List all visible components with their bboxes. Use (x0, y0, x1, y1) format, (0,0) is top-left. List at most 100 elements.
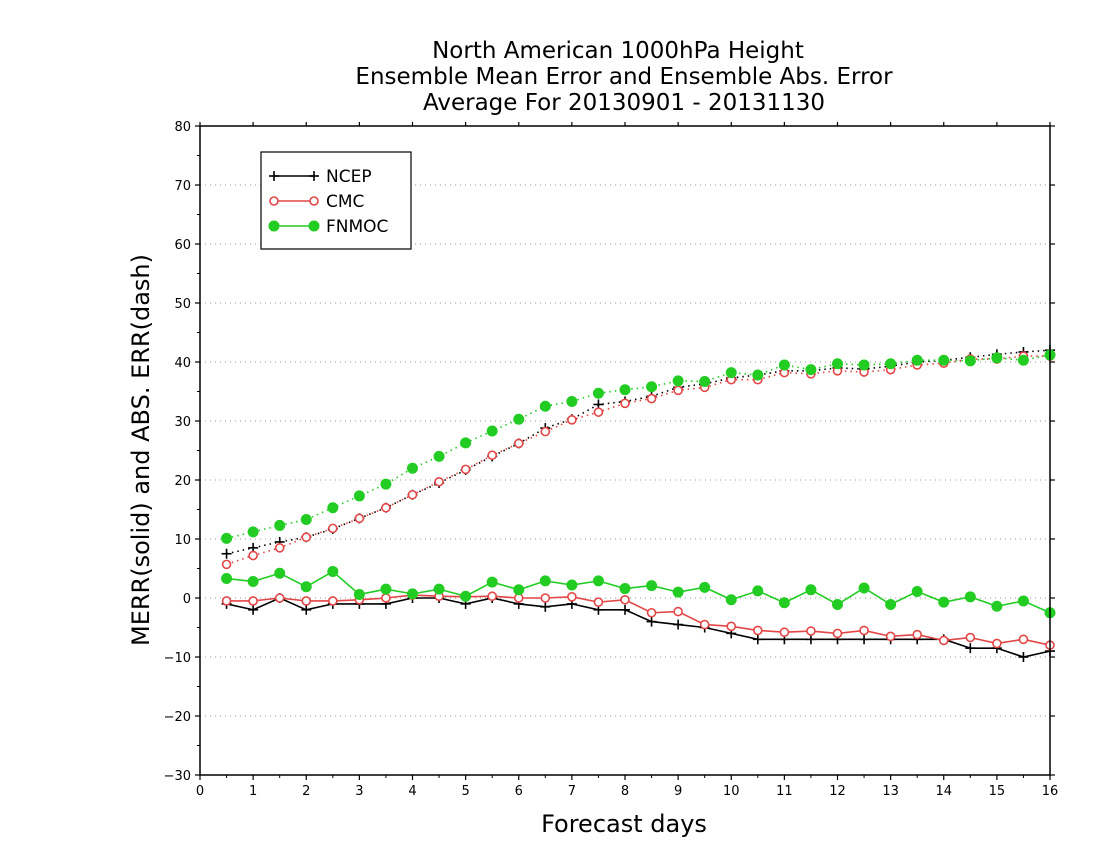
fnmoc-abs-err-point (407, 462, 418, 474)
ncep-merr-point (752, 634, 763, 645)
ncep-merr-point (859, 634, 870, 645)
cmc-merr-point (938, 635, 949, 646)
legend-items: NCEP CMC FNMOC (268, 167, 388, 237)
x-tick-label: 3 (355, 784, 363, 799)
y-tick-label: 30 (174, 415, 191, 430)
y-tick-label: 10 (174, 533, 191, 548)
fnmoc-abs-err-point (300, 514, 312, 526)
fnmoc-merr-point (407, 588, 418, 600)
y-tick-label: 70 (174, 179, 191, 194)
fnmoc-abs-err-point (592, 387, 604, 399)
fnmoc-abs-err-point (380, 478, 392, 490)
fnmoc-abs-err-point (539, 400, 551, 412)
cmc-merr-point (779, 627, 790, 638)
x-tick-label: 6 (515, 784, 523, 799)
cmc-abs-err-point (620, 398, 630, 409)
fnmoc-merr-point (353, 588, 365, 600)
cmc-abs-err-point (354, 513, 365, 524)
fnmoc-abs-err-point (858, 359, 870, 371)
cmc-abs-err-point (487, 450, 497, 461)
fnmoc-merr-point (752, 585, 764, 597)
y-tick-label: 50 (174, 297, 191, 312)
fnmoc-abs-err-point (274, 519, 286, 531)
cmc-merr-point (567, 592, 577, 602)
fnmoc-merr-point (619, 583, 631, 595)
legend-item-cmc: CMC (269, 192, 364, 212)
ncep-merr-point (301, 604, 312, 615)
cmc-merr-point (540, 593, 551, 603)
fnmoc-merr-point (858, 582, 870, 594)
x-tick-label: 0 (196, 784, 204, 799)
fnmoc-merr-point (1017, 595, 1029, 607)
fnmoc-merr-point (885, 598, 897, 610)
fnmoc-merr-point (327, 565, 339, 577)
series-layer (221, 345, 1056, 662)
fnmoc-merr-point (247, 575, 259, 587)
cmc-abs-err-point (407, 489, 418, 500)
fnmoc-abs-err-point (646, 381, 658, 393)
cmc-merr-point (699, 619, 710, 630)
cmc-abs-err-point (460, 464, 471, 475)
cmc-abs-err-point (221, 559, 232, 570)
x-tick-label: 2 (302, 784, 310, 799)
fnmoc-merr-point (832, 598, 843, 610)
fnmoc-abs-err-point (247, 526, 259, 538)
fnmoc-merr-point (433, 583, 445, 595)
x-tick-label: 12 (829, 784, 846, 799)
legend: NCEP CMC FNMOC (260, 151, 412, 250)
cmc-abs-err-point (381, 502, 391, 513)
fnmoc-abs-err-point (566, 396, 578, 408)
fnmoc-abs-err-point (619, 384, 631, 396)
x-axis-title: Forecast days (541, 810, 707, 838)
fnmoc-abs-err-point (938, 354, 950, 366)
fnmoc-merr-point (539, 575, 551, 587)
legend-item-ncep: NCEP (269, 167, 372, 187)
chart-title-line-3: Average For 20130901 - 20131130 (423, 90, 825, 116)
x-tick-label: 7 (568, 784, 576, 799)
cmc-merr-point (274, 593, 285, 603)
cmc-merr-point (673, 606, 683, 617)
legend-marker (309, 196, 319, 206)
cmc-abs-err-point (328, 523, 338, 534)
cmc-merr-point (832, 628, 843, 639)
cmc-abs-err-point (434, 476, 444, 487)
legend-label: CMC (326, 192, 364, 212)
series-fnmoc (221, 349, 1056, 619)
cmc-abs-err-line (226, 355, 1050, 566)
ncep-merr-point (646, 616, 657, 627)
fnmoc-merr-point (964, 591, 976, 603)
fnmoc-merr-point (991, 600, 1003, 612)
fnmoc-merr-point (486, 576, 498, 588)
cmc-abs-err-point (646, 393, 657, 404)
series-ncep (221, 345, 1055, 662)
legend-item-fnmoc: FNMOC (268, 217, 388, 237)
fnmoc-abs-err-point (327, 502, 339, 514)
x-tick-label: 9 (674, 784, 682, 799)
fnmoc-merr-point (592, 575, 604, 587)
cmc-merr-line (226, 594, 1051, 646)
fnmoc-abs-err-point (433, 450, 445, 462)
ncep-merr-point (673, 619, 684, 630)
cmc-merr-point (726, 621, 737, 632)
fnmoc-abs-err-point (513, 413, 525, 425)
chart-title-line-2: Ensemble Mean Error and Ensemble Abs. Er… (355, 64, 893, 90)
fnmoc-merr-point (300, 581, 312, 593)
cmc-abs-err-point (540, 426, 551, 437)
fnmoc-abs-err-line (226, 354, 1051, 540)
ncep-merr-point (620, 604, 630, 615)
x-tick-label: 13 (882, 784, 899, 799)
fnmoc-abs-err-point (486, 425, 498, 437)
fnmoc-merr-point (274, 567, 286, 579)
cmc-merr-point (381, 593, 391, 603)
fnmoc-abs-err-point (991, 352, 1003, 364)
y-tick-label: 40 (174, 356, 191, 371)
cmc-abs-err-point (274, 543, 285, 553)
x-tick-label: 11 (776, 784, 793, 799)
fnmoc-merr-point (566, 579, 578, 591)
cmc-abs-err-point (301, 532, 312, 543)
cmc-abs-err-point (567, 415, 577, 425)
legend-marker (269, 171, 279, 181)
fnmoc-merr-point (513, 584, 525, 596)
